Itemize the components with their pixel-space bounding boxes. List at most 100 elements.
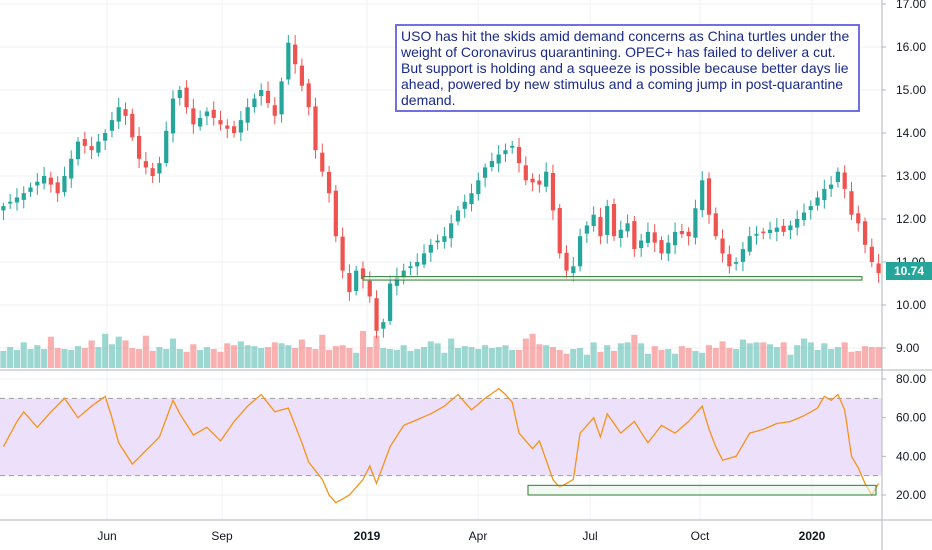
volume-bar <box>20 342 27 368</box>
candle <box>808 200 813 220</box>
volume-bar <box>190 344 197 368</box>
candle-body <box>442 236 447 242</box>
volume-bar <box>434 343 441 368</box>
volume-bar <box>739 339 746 368</box>
volume-bar <box>834 347 841 368</box>
candle <box>679 223 684 238</box>
candle <box>299 58 305 92</box>
candle-body <box>272 105 277 116</box>
volume-bar <box>115 336 122 368</box>
candle-body <box>611 204 617 237</box>
annotation-text: USO has hit the skids amid demand concer… <box>401 28 850 108</box>
candle-body <box>252 98 257 108</box>
volume-bar <box>264 347 272 368</box>
price-tick-label: 10.00 <box>896 298 926 312</box>
candle-body <box>89 146 94 151</box>
volume-bar <box>482 345 489 368</box>
candle-body <box>544 171 549 187</box>
candle-body <box>482 167 488 178</box>
candle <box>55 176 60 202</box>
candle-body <box>103 133 108 141</box>
date-tick-label: Jul <box>582 529 597 543</box>
volume-bar <box>102 333 109 368</box>
candle <box>618 220 623 248</box>
candle-body <box>605 206 610 235</box>
volume-bar <box>807 342 814 368</box>
candle <box>516 138 522 173</box>
volume-bar <box>502 345 509 368</box>
rsi-series-line <box>2 387 880 504</box>
rsi-band <box>0 397 882 477</box>
candle-body <box>856 213 861 224</box>
candle <box>788 220 793 239</box>
candle <box>340 227 345 279</box>
candle-body <box>41 176 47 184</box>
candle-body <box>306 83 311 108</box>
candle <box>740 242 746 272</box>
volume-bar <box>448 338 455 368</box>
candle-body <box>8 201 13 204</box>
candle <box>279 77 284 123</box>
candle-body <box>143 161 148 168</box>
candle <box>326 165 332 203</box>
volume-bar <box>685 348 692 368</box>
volume-bar <box>74 346 82 368</box>
candle <box>706 172 712 224</box>
candle-body <box>75 141 81 160</box>
volume-bar <box>237 341 244 368</box>
volume-bar <box>47 336 54 368</box>
candle <box>218 110 223 131</box>
candle-body <box>177 90 182 99</box>
volume-bar <box>61 349 68 368</box>
candle-body <box>645 231 651 243</box>
candle-body <box>313 106 318 151</box>
price-tick-label: 14.00 <box>896 126 926 140</box>
candle-body <box>415 262 420 267</box>
candle-body <box>720 238 725 254</box>
candle-body <box>571 266 576 274</box>
candle-body <box>435 240 440 243</box>
volume-bar <box>88 340 95 368</box>
volume-bar <box>210 349 217 368</box>
volume-bar <box>13 349 21 368</box>
volume-bar <box>122 340 129 368</box>
volume-bar <box>515 349 523 368</box>
candle <box>645 222 651 248</box>
candle-body <box>564 252 569 271</box>
candle <box>584 221 589 244</box>
candle <box>700 171 705 218</box>
candle-body <box>795 219 800 228</box>
candle <box>28 182 33 197</box>
candle <box>713 207 718 240</box>
rsi-overbought-oversold-band <box>0 398 882 476</box>
candle-body <box>523 165 528 181</box>
volume-bar <box>699 352 706 368</box>
rsi-support-zone <box>527 484 877 496</box>
volume-bar <box>638 343 645 368</box>
candle <box>164 121 169 167</box>
volume-bar <box>407 350 414 368</box>
last-price-badge: 10.74 <box>886 262 932 280</box>
candle-body <box>408 266 413 269</box>
volume-bar <box>800 338 808 368</box>
candle-body <box>184 87 189 108</box>
candle <box>143 152 148 175</box>
candle <box>666 234 671 262</box>
candle <box>421 244 427 269</box>
candle-body <box>869 246 874 262</box>
volume-bar <box>251 346 258 368</box>
volume-bar <box>68 349 75 368</box>
candle-body <box>557 208 562 254</box>
candle <box>89 136 94 160</box>
volume-bar <box>814 349 821 368</box>
candle <box>96 133 101 157</box>
candle-body <box>231 126 237 133</box>
volume-bar <box>536 344 543 368</box>
volume-bar <box>651 346 658 368</box>
candle <box>449 214 454 248</box>
annotation-note[interactable]: USO has hit the skids amid demand concer… <box>395 24 860 112</box>
candle-body <box>700 180 705 211</box>
candle-body <box>767 229 773 234</box>
volume-bar <box>373 335 380 368</box>
volume-bar <box>488 348 495 368</box>
